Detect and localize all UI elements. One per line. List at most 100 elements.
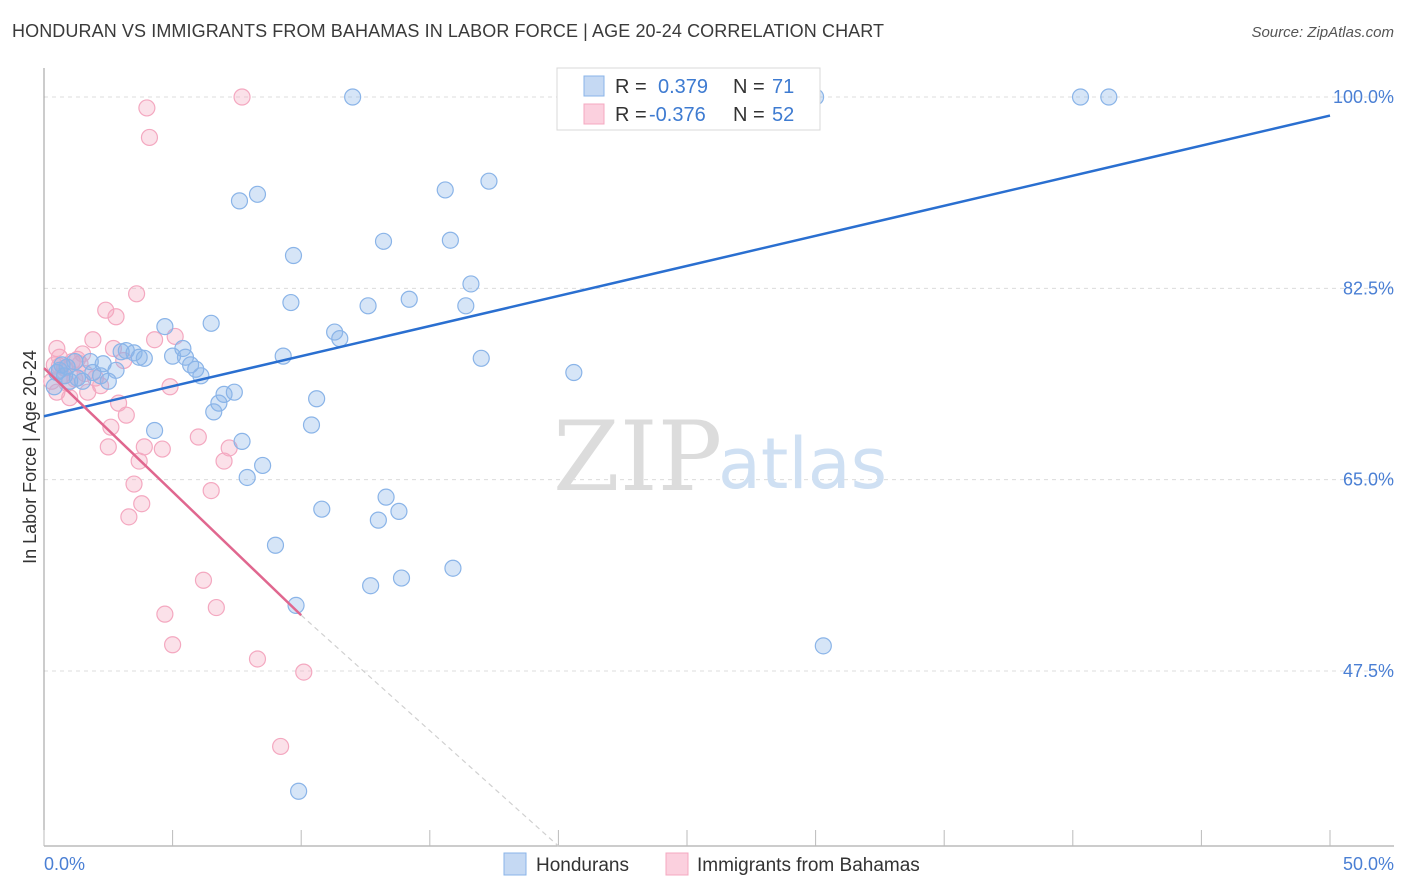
legend-bottom-swatch-bahamas <box>665 852 689 876</box>
bahamas-point <box>133 495 151 513</box>
hondurans-point <box>233 432 251 450</box>
bahamas-point <box>97 301 115 319</box>
hondurans-point <box>436 181 454 199</box>
hondurans-point <box>68 369 87 387</box>
hondurans-point <box>472 349 490 367</box>
legend-swatch-hondurans <box>583 75 605 97</box>
legend-r-value-1: 0.379 <box>658 76 708 98</box>
bahamas-point <box>125 475 143 493</box>
hondurans-point <box>210 394 228 412</box>
hondurans-point <box>205 403 223 421</box>
hondurans-point <box>225 383 243 401</box>
hondurans-point <box>1071 88 1090 106</box>
hondurans-point <box>284 246 303 265</box>
bahamas-point <box>215 452 233 470</box>
legend-n-label-1: N = <box>733 76 765 98</box>
bahamas-point <box>295 663 313 681</box>
bahamas-point <box>194 571 213 589</box>
hondurans-point <box>266 536 285 554</box>
hondurans-point <box>287 596 305 615</box>
y-axis-label: In Labor Force | Age 20-24 <box>20 350 40 564</box>
legend-r-label-1: R = <box>615 76 647 98</box>
y-tick-label: 65.0% <box>1343 470 1394 490</box>
bahamas-point <box>99 438 117 456</box>
y-tick-label: 47.5% <box>1343 661 1394 681</box>
hondurans-point <box>238 468 256 487</box>
hondurans-point <box>313 500 331 518</box>
legend-n-value-1: 71 <box>772 76 794 98</box>
hondurans-point <box>344 88 362 106</box>
hondurans-point <box>145 421 164 440</box>
hondurans-point <box>248 185 267 203</box>
watermark-zip: ZIP <box>553 401 722 513</box>
x-tick-label-min: 0.0% <box>44 854 85 874</box>
series-bahamas-points <box>43 88 313 756</box>
hondurans-point <box>369 511 387 529</box>
hondurans-point <box>290 782 308 800</box>
hondurans-point <box>480 172 498 190</box>
hondurans-point <box>392 569 411 587</box>
bahamas-point <box>248 650 267 668</box>
hondurans-point <box>565 363 583 382</box>
y-tick-labels: 47.5% 65.0% 82.5% 100.0% <box>1333 87 1394 681</box>
legend-correlation: R = 0.379 N = 71 R = -0.376 N = 52 <box>556 67 821 131</box>
hondurans-point <box>112 343 130 361</box>
bahamas-point <box>102 418 120 436</box>
bahamas-point <box>153 440 171 458</box>
hondurans-point <box>390 502 408 520</box>
hondurans-point <box>254 456 272 475</box>
hondurans-point <box>215 385 233 403</box>
bahamas-point <box>233 88 251 106</box>
legend-r-label-2: R = <box>615 104 647 126</box>
hondurans-point <box>457 297 475 315</box>
hondurans-point <box>359 297 377 315</box>
hondurans-point <box>814 637 832 655</box>
y-tick-label: 100.0% <box>1333 87 1394 107</box>
hondurans-point <box>156 318 174 336</box>
hondurans-point <box>377 488 395 506</box>
hondurans-point <box>107 361 125 379</box>
bahamas-trend-line <box>43 367 303 617</box>
bahamas-point <box>127 285 146 303</box>
hondurans-point <box>462 275 480 293</box>
hondurans-point <box>400 290 418 308</box>
hondurans-point <box>81 352 99 371</box>
legend-n-value-2: 52 <box>772 104 794 126</box>
hondurans-point <box>66 352 84 371</box>
bahamas-point <box>164 636 182 654</box>
chart-title: HONDURAN VS IMMIGRANTS FROM BAHAMAS IN L… <box>12 21 885 41</box>
hondurans-trend-line <box>43 114 1331 418</box>
bahamas-point <box>145 331 164 349</box>
legend-n-label-2: N = <box>733 104 765 126</box>
bahamas-point <box>117 406 135 424</box>
hondurans-point <box>374 232 393 250</box>
trend-lines <box>43 114 1331 847</box>
bahamas-point <box>107 308 125 326</box>
bahamas-point <box>272 737 290 756</box>
legend-series: Hondurans Immigrants from Bahamas <box>503 852 920 876</box>
hondurans-point <box>282 293 300 312</box>
watermark-atlas: atlas <box>718 423 887 505</box>
grid <box>44 96 1394 672</box>
hondurans-point <box>441 231 459 249</box>
legend-bottom-swatch-hondurans <box>503 852 527 876</box>
bahamas-point <box>207 598 225 617</box>
hondurans-point <box>362 577 380 595</box>
hondurans-point <box>302 416 321 434</box>
bahamas-point <box>156 605 174 623</box>
axes <box>43 68 1394 847</box>
legend-swatch-bahamas <box>583 103 605 125</box>
bahamas-point <box>135 438 153 456</box>
x-tick-labels: 0.0% 50.0% <box>44 854 1394 874</box>
bahamas-point <box>138 99 156 117</box>
bahamas-trend-extension <box>300 614 559 847</box>
hondurans-point <box>1100 88 1118 106</box>
legend-bottom-label-bahamas: Immigrants from Bahamas <box>697 855 920 876</box>
bahamas-point <box>202 482 220 500</box>
hondurans-point <box>230 192 249 210</box>
hondurans-point <box>135 349 153 367</box>
bahamas-point <box>84 331 102 349</box>
bahamas-point <box>189 428 207 446</box>
hondurans-point <box>130 348 148 366</box>
